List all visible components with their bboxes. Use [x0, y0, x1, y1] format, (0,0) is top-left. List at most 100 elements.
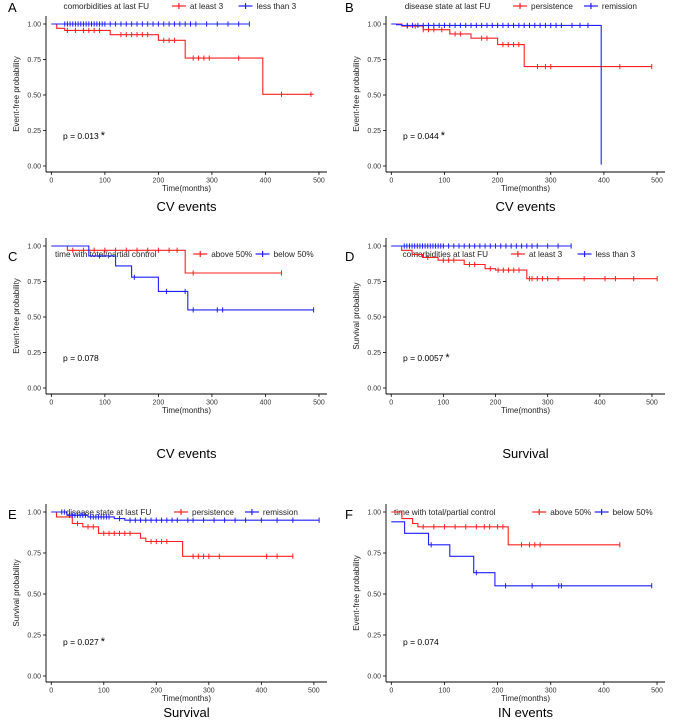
legend-label: below 50% — [613, 508, 653, 517]
y-tick-label: 0.00 — [367, 164, 381, 171]
y-tick-label: 1.00 — [27, 22, 41, 29]
km-curve-remission — [391, 23, 602, 165]
x-tick-label: 500 — [651, 688, 663, 695]
y-tick-label: 0.25 — [367, 633, 381, 640]
y-tick-label: 0.25 — [27, 128, 41, 135]
y-tick-label: 0.50 — [367, 315, 381, 322]
x-tick-label: 100 — [439, 178, 451, 185]
legend-label: at least 3 — [190, 2, 224, 11]
x-tick-label: 300 — [542, 400, 554, 407]
y-tick-label: 0.75 — [367, 57, 381, 64]
p-value: p = 0.0057 * — [403, 352, 450, 364]
x-tick-label: 400 — [598, 178, 610, 185]
x-axis-label: Time(months) — [501, 184, 550, 193]
km-curve-above-50- — [391, 511, 620, 546]
legend-label: below 50% — [274, 250, 314, 259]
panel-letter: F — [345, 507, 353, 522]
x-tick-label: 300 — [545, 178, 557, 185]
y-axis-label: Survival probability — [352, 282, 361, 349]
y-axis-label: Event-free probability — [352, 555, 361, 631]
x-tick-label: 200 — [150, 688, 162, 695]
y-tick-label: 0.50 — [27, 592, 41, 599]
p-value: p = 0.044 * — [403, 130, 446, 142]
p-value: p = 0.078 — [63, 353, 99, 363]
legend-label: remission — [263, 508, 298, 517]
panel-title: Survival — [502, 446, 548, 461]
panel-title: Survival — [163, 705, 209, 720]
panel-title: CV events — [157, 446, 217, 461]
y-tick-label: 0.00 — [27, 674, 41, 681]
x-tick-label: 500 — [308, 688, 320, 695]
x-tick-label: 0 — [389, 400, 393, 407]
y-tick-label: 1.00 — [367, 510, 381, 517]
x-tick-label: 100 — [438, 400, 450, 407]
y-tick-label: 1.00 — [27, 510, 41, 517]
panel-letter: C — [8, 249, 17, 264]
y-tick-label: 0.75 — [27, 279, 41, 286]
legend-title: time with total/partial control — [55, 250, 157, 259]
legend-title: comorbidities at last FU — [403, 250, 489, 259]
x-tick-label: 400 — [260, 178, 272, 185]
y-axis-label: Survival probability — [12, 559, 21, 626]
y-tick-label: 0.25 — [27, 633, 41, 640]
panel-letter: D — [345, 249, 354, 264]
km-curve-persistence — [391, 23, 652, 68]
x-tick-label: 500 — [313, 400, 325, 407]
x-axis-label: Time(months) — [162, 406, 211, 415]
legend-title: disease state at last FU — [66, 508, 152, 517]
panel-title: IN events — [498, 705, 553, 720]
km-curve-at-least-3 — [391, 245, 658, 280]
x-tick-label: 300 — [545, 688, 557, 695]
y-tick-label: 0.00 — [27, 386, 41, 393]
y-tick-label: 0.25 — [367, 350, 381, 357]
x-tick-label: 100 — [99, 178, 111, 185]
x-tick-label: 200 — [153, 178, 165, 185]
y-axis-label: Event-free probability — [352, 56, 361, 132]
x-tick-label: 0 — [389, 178, 393, 185]
x-axis-label: Time(months) — [501, 406, 550, 415]
x-tick-label: 0 — [49, 688, 53, 695]
km-curve-at-least-3 — [51, 23, 314, 95]
x-tick-label: 300 — [203, 688, 215, 695]
y-tick-label: 0.25 — [27, 350, 41, 357]
x-tick-label: 0 — [49, 400, 53, 407]
x-tick-label: 400 — [594, 400, 606, 407]
y-tick-label: 0.75 — [27, 551, 41, 558]
significance-star: * — [445, 352, 450, 364]
x-axis-label: Time(months) — [501, 694, 550, 703]
legend-label: less than 3 — [596, 250, 636, 259]
km-curve-persistence — [51, 511, 293, 557]
significance-star: * — [441, 130, 446, 142]
legend-label: above 50% — [211, 250, 252, 259]
y-tick-label: 0.75 — [367, 551, 381, 558]
y-tick-label: 1.00 — [367, 244, 381, 251]
y-axis-label: Event-free probability — [12, 56, 21, 132]
x-tick-label: 400 — [260, 400, 272, 407]
km-curve-below-50- — [51, 245, 314, 311]
panel-title: CV events — [157, 199, 217, 214]
x-tick-label: 0 — [389, 688, 393, 695]
x-tick-label: 100 — [98, 688, 110, 695]
x-tick-label: 400 — [598, 688, 610, 695]
x-tick-label: 300 — [206, 400, 218, 407]
y-axis-label: Event-free probability — [12, 278, 21, 354]
legend-label: persistence — [531, 2, 573, 11]
legend-label: at least 3 — [529, 250, 563, 259]
y-tick-label: 0.50 — [27, 315, 41, 322]
legend-title: time with total/partial control — [394, 508, 496, 517]
x-tick-label: 100 — [99, 400, 111, 407]
y-tick-label: 1.00 — [367, 22, 381, 29]
y-tick-label: 1.00 — [27, 244, 41, 251]
km-curve-below-50- — [391, 521, 652, 587]
x-axis-label: Time(months) — [162, 694, 211, 703]
y-tick-label: 0.25 — [367, 128, 381, 135]
x-tick-label: 500 — [651, 178, 663, 185]
x-tick-label: 400 — [256, 688, 268, 695]
panel-title: CV events — [496, 199, 556, 214]
